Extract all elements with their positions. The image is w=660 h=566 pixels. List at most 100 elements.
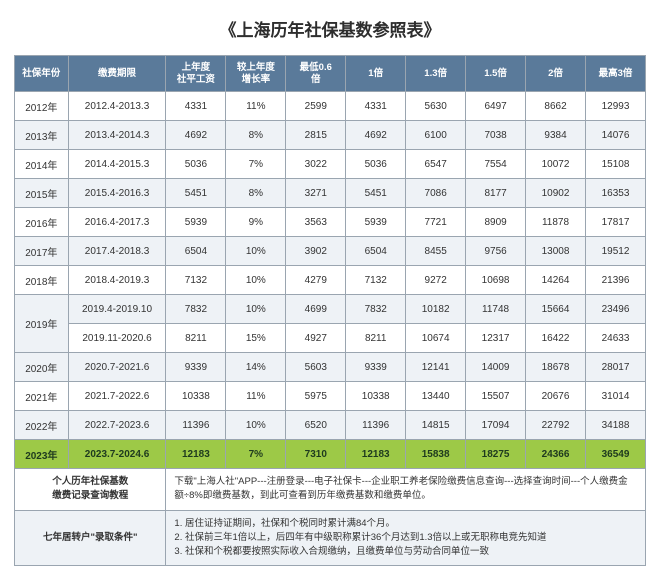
cell-v2: 14264 bbox=[526, 266, 586, 295]
cell-v13: 6100 bbox=[406, 121, 466, 150]
table-row: 2017年2017.4-2018.3650410%390265048455975… bbox=[15, 237, 646, 266]
cell-year: 2023年 bbox=[15, 440, 69, 469]
cell-avg: 5036 bbox=[166, 150, 226, 179]
cell-v3: 12993 bbox=[585, 92, 645, 121]
cell-v06: 6520 bbox=[286, 411, 346, 440]
cell-v3: 36549 bbox=[585, 440, 645, 469]
cell-v2: 10072 bbox=[526, 150, 586, 179]
cell-avg: 4692 bbox=[166, 121, 226, 150]
cell-year: 2021年 bbox=[15, 382, 69, 411]
cell-v06: 2599 bbox=[286, 92, 346, 121]
cell-v13: 14815 bbox=[406, 411, 466, 440]
cell-v1: 11396 bbox=[346, 411, 406, 440]
table-row: 2012年2012.4-2013.3433111%259943315630649… bbox=[15, 92, 646, 121]
cell-v3: 14076 bbox=[585, 121, 645, 150]
cell-v2: 22792 bbox=[526, 411, 586, 440]
column-header: 1倍 bbox=[346, 56, 406, 92]
cell-v3: 21396 bbox=[585, 266, 645, 295]
column-header: 上年度社平工资 bbox=[166, 56, 226, 92]
cell-v06: 5975 bbox=[286, 382, 346, 411]
social-insurance-table: 社保年份缴费期限上年度社平工资较上年度增长率最低0.6倍1倍1.3倍1.5倍2倍… bbox=[14, 55, 646, 566]
cell-v13: 5630 bbox=[406, 92, 466, 121]
cell-v15: 17094 bbox=[466, 411, 526, 440]
cell-avg: 7132 bbox=[166, 266, 226, 295]
cell-v1: 10338 bbox=[346, 382, 406, 411]
cell-growth: 15% bbox=[226, 324, 286, 353]
cell-avg: 8211 bbox=[166, 324, 226, 353]
info-text: 下载"上海人社"APP---注册登录---电子社保卡---企业职工养老保险缴费信… bbox=[166, 469, 646, 511]
cell-v1: 7832 bbox=[346, 295, 406, 324]
column-header: 较上年度增长率 bbox=[226, 56, 286, 92]
cell-v15: 9756 bbox=[466, 237, 526, 266]
cell-v06: 4279 bbox=[286, 266, 346, 295]
cell-v3: 24633 bbox=[585, 324, 645, 353]
cell-v3: 17817 bbox=[585, 208, 645, 237]
table-row: 2021年2021.7-2022.61033811%59751033813440… bbox=[15, 382, 646, 411]
cell-growth: 11% bbox=[226, 382, 286, 411]
cell-v13: 12141 bbox=[406, 353, 466, 382]
column-header: 1.3倍 bbox=[406, 56, 466, 92]
column-header: 2倍 bbox=[526, 56, 586, 92]
cell-v06: 2815 bbox=[286, 121, 346, 150]
cell-avg: 5451 bbox=[166, 179, 226, 208]
cell-v2: 16422 bbox=[526, 324, 586, 353]
cell-v1: 6504 bbox=[346, 237, 406, 266]
cell-v3: 23496 bbox=[585, 295, 645, 324]
cell-year: 2014年 bbox=[15, 150, 69, 179]
table-row: 2020年2020.7-2021.6933914%560393391214114… bbox=[15, 353, 646, 382]
cell-growth: 7% bbox=[226, 440, 286, 469]
cell-v3: 15108 bbox=[585, 150, 645, 179]
cell-avg: 4331 bbox=[166, 92, 226, 121]
cell-v3: 28017 bbox=[585, 353, 645, 382]
cell-v13: 6547 bbox=[406, 150, 466, 179]
cell-year: 2012年 bbox=[15, 92, 69, 121]
cell-growth: 9% bbox=[226, 208, 286, 237]
cell-avg: 12183 bbox=[166, 440, 226, 469]
table-row: 2019.11-2020.6821115%4927821110674123171… bbox=[15, 324, 646, 353]
cell-period: 2020.7-2021.6 bbox=[68, 353, 166, 382]
cell-v15: 8177 bbox=[466, 179, 526, 208]
cell-v2: 9384 bbox=[526, 121, 586, 150]
cell-v2: 13008 bbox=[526, 237, 586, 266]
cell-v15: 11748 bbox=[466, 295, 526, 324]
cell-v15: 12317 bbox=[466, 324, 526, 353]
table-row: 2013年2013.4-2014.346928%2815469261007038… bbox=[15, 121, 646, 150]
cell-year: 2019年 bbox=[15, 295, 69, 353]
cell-v2: 11878 bbox=[526, 208, 586, 237]
cell-v1: 8211 bbox=[346, 324, 406, 353]
column-header: 社保年份 bbox=[15, 56, 69, 92]
cell-period: 2017.4-2018.3 bbox=[68, 237, 166, 266]
cell-avg: 11396 bbox=[166, 411, 226, 440]
cell-avg: 10338 bbox=[166, 382, 226, 411]
cell-v13: 10674 bbox=[406, 324, 466, 353]
cell-period: 2019.11-2020.6 bbox=[68, 324, 166, 353]
column-header: 最高3倍 bbox=[585, 56, 645, 92]
cell-v15: 18275 bbox=[466, 440, 526, 469]
cell-v2: 15664 bbox=[526, 295, 586, 324]
table-row: 2014年2014.4-2015.350367%3022503665477554… bbox=[15, 150, 646, 179]
cell-v15: 15507 bbox=[466, 382, 526, 411]
table-row: 2019年2019.4-2019.10783210%46997832101821… bbox=[15, 295, 646, 324]
cell-growth: 14% bbox=[226, 353, 286, 382]
cell-v13: 7086 bbox=[406, 179, 466, 208]
cell-v06: 4699 bbox=[286, 295, 346, 324]
cell-period: 2012.4-2013.3 bbox=[68, 92, 166, 121]
cell-v13: 8455 bbox=[406, 237, 466, 266]
cell-v2: 10902 bbox=[526, 179, 586, 208]
cell-growth: 10% bbox=[226, 295, 286, 324]
cell-v13: 9272 bbox=[406, 266, 466, 295]
table-row: 2015年2015.4-2016.354518%3271545170868177… bbox=[15, 179, 646, 208]
cell-avg: 5939 bbox=[166, 208, 226, 237]
cell-growth: 7% bbox=[226, 150, 286, 179]
column-header: 最低0.6倍 bbox=[286, 56, 346, 92]
cell-v13: 15838 bbox=[406, 440, 466, 469]
cell-growth: 10% bbox=[226, 411, 286, 440]
cell-v1: 5036 bbox=[346, 150, 406, 179]
page-title: 《上海历年社保基数参照表》 bbox=[14, 8, 646, 55]
cell-v06: 4927 bbox=[286, 324, 346, 353]
info-row: 七年居转户"录取条件"1. 居住证持证期间，社保和个税同时累计满84个月。2. … bbox=[15, 510, 646, 566]
column-header: 1.5倍 bbox=[466, 56, 526, 92]
cell-period: 2022.7-2023.6 bbox=[68, 411, 166, 440]
table-row: 2016年2016.4-2017.359399%3563593977218909… bbox=[15, 208, 646, 237]
cell-v1: 4331 bbox=[346, 92, 406, 121]
